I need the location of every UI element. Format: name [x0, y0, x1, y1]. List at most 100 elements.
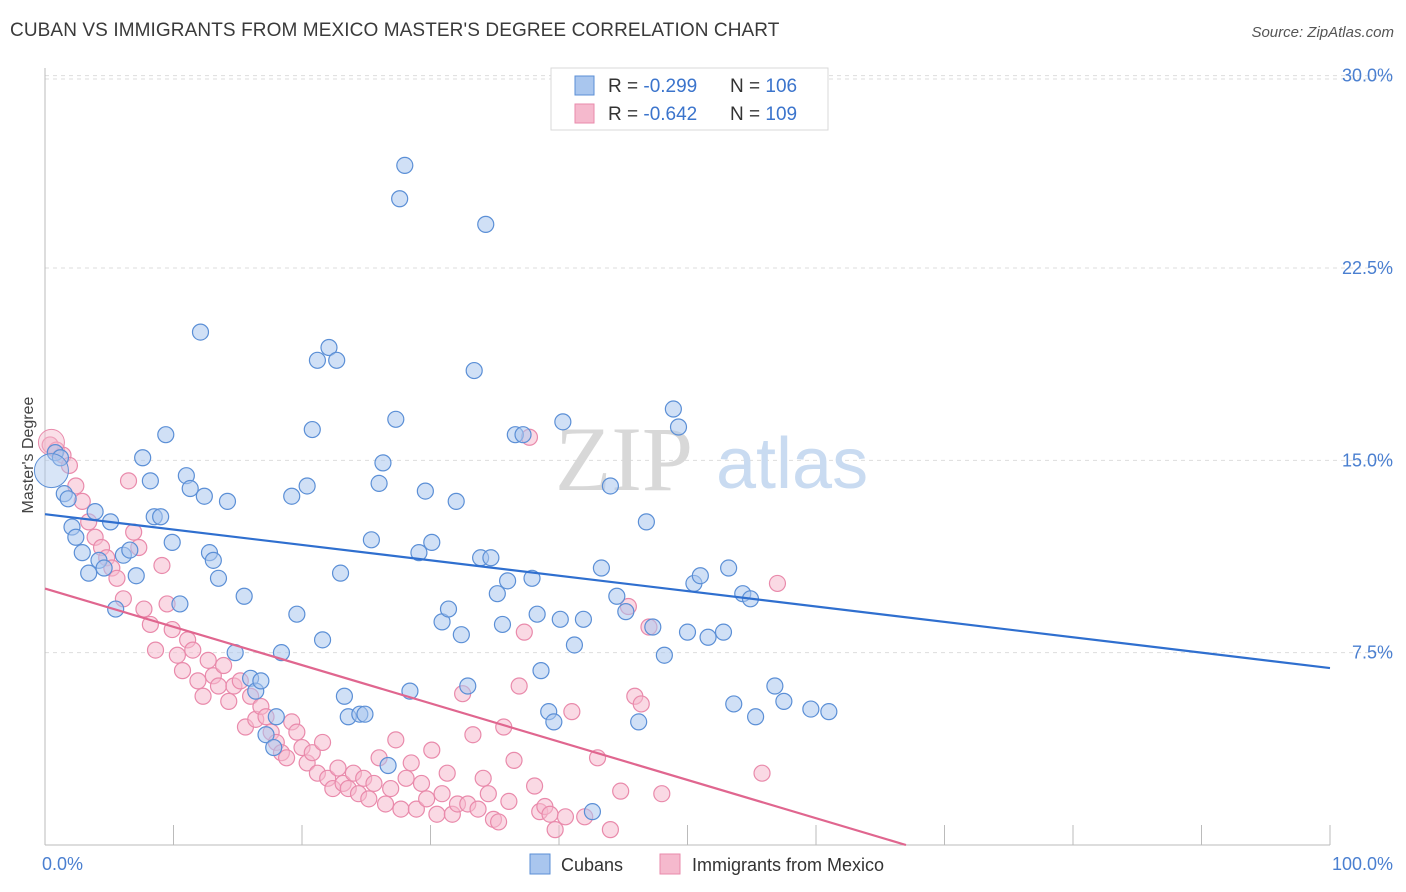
cubans-point-49: [335, 687, 354, 705]
legend-n-value-mexico: 109: [765, 104, 797, 125]
bottom-legend-label-cubans: Cubans: [561, 855, 623, 875]
mexico-point-72: [428, 805, 446, 823]
cubans-point-83: [551, 610, 569, 628]
cubans-point-93: [637, 513, 655, 531]
grid-lines: [45, 75, 1392, 654]
mexico-point-71: [423, 741, 441, 759]
cubans-point-45: [313, 631, 332, 649]
legend-swatch-cubans: [574, 75, 595, 96]
cubans-point-42: [298, 477, 316, 495]
mexico-point-27: [194, 687, 212, 705]
legend-r-label-cubans: R =: [608, 76, 643, 97]
cubans-point-65: [439, 600, 458, 618]
cubans-point-67: [452, 626, 470, 644]
cubans-point-84: [554, 413, 572, 431]
cubans-point-85: [565, 636, 584, 654]
mexico-point-13: [119, 472, 138, 490]
cubans-point-110: [802, 700, 820, 718]
cubans-point-20: [157, 426, 175, 444]
mexico-point-96: [556, 808, 575, 826]
cubans-point-103: [720, 559, 738, 577]
cubans-cluster-point: [33, 453, 69, 489]
mexico-point-31: [215, 656, 233, 675]
mexico-point-53: [329, 759, 347, 777]
cubans-point-101: [699, 628, 717, 646]
cubans-point-96: [664, 400, 682, 418]
mexico-point-23: [173, 662, 192, 680]
cubans-point-109: [775, 692, 793, 710]
legend-r-value-mexico: -0.642: [643, 104, 697, 125]
mexico-point-94: [541, 805, 559, 823]
mexico-point-64: [387, 731, 405, 749]
mexico-point-65: [392, 800, 410, 818]
cubans-point-41: [288, 605, 306, 623]
mexico-point-97: [563, 703, 581, 721]
cubans-point-22: [171, 595, 189, 613]
cubans-point-44: [308, 351, 327, 369]
mexico-point-43: [277, 749, 296, 767]
y-tick-label-0: 7.5%: [1352, 643, 1393, 663]
cubans-point-14: [121, 541, 139, 559]
cubans-point-74: [493, 615, 512, 634]
mexico-point-60: [365, 774, 383, 793]
mexico-point-26: [189, 672, 207, 690]
cubans-point-19: [152, 508, 170, 526]
y-axis-label: Master's Degree: [20, 396, 37, 513]
cubans-point-5: [67, 528, 85, 546]
cubans-point-54: [370, 474, 388, 493]
cubans-point-30: [218, 492, 237, 510]
cubans-point-90: [608, 587, 626, 605]
cubans-point-80: [532, 662, 550, 680]
axes: [44, 68, 1331, 846]
mexico-point-88: [510, 677, 528, 695]
cubans-point-91: [617, 603, 635, 621]
cubans-point-57: [387, 410, 405, 428]
cubans-point-52: [356, 705, 374, 723]
cubans-point-26: [195, 487, 213, 505]
cubans-point-10: [95, 559, 113, 577]
mexico-point-80: [469, 800, 487, 818]
mexico-trend-line: [44, 587, 907, 847]
legend-r-value-cubans: -0.299: [643, 76, 697, 97]
bottom-legend-swatch-cubans: [529, 853, 551, 875]
x-tick-labels: 0.0% 100.0%: [42, 854, 1393, 874]
mexico-point-25: [184, 641, 202, 659]
cubans-point-92: [630, 713, 648, 731]
chart-title: CUBAN VS IMMIGRANTS FROM MEXICO MASTER'S…: [10, 20, 780, 41]
mexico-point-101: [612, 782, 630, 800]
mexico-point-70: [418, 790, 436, 808]
watermark-atlas: atlas: [716, 424, 868, 504]
cubans-point-7: [80, 564, 98, 582]
bottom-legend-label-mexico: Immigrants from Mexico: [692, 855, 884, 875]
mexico-point-67: [402, 754, 420, 772]
cubans-point-97: [669, 418, 688, 436]
mexico-point-50: [313, 733, 332, 752]
bottom-legend-swatch-mexico: [659, 853, 681, 875]
mexico-point-100: [601, 821, 620, 839]
mexico-point-45: [288, 723, 306, 741]
cubans-point-102: [714, 623, 733, 641]
cubans-point-61: [410, 544, 428, 562]
cubans-point-38: [267, 708, 285, 726]
cubans-point-35: [252, 672, 270, 690]
zipatlas-watermark: ZIP atlas: [555, 408, 868, 510]
legend-n-label-cubans: N =: [730, 76, 765, 97]
mexico-point-18: [146, 641, 165, 659]
mexico-point-32: [220, 692, 238, 710]
cubans-point-1: [51, 449, 70, 467]
mexico-point-95: [546, 821, 564, 839]
cubans-point-71: [477, 215, 495, 233]
cubans-point-28: [204, 551, 222, 569]
y-tick-label-3: 30.0%: [1342, 66, 1393, 86]
cubans-point-72: [482, 549, 500, 567]
mexico-point-73: [433, 785, 451, 803]
mexico-point-91: [525, 777, 544, 795]
source-label: Source: ZipAtlas.com: [1251, 24, 1394, 41]
cubans-point-69: [465, 361, 483, 380]
cubans-point-17: [141, 472, 159, 490]
cubans-point-8: [86, 503, 104, 521]
cubans-point-29: [209, 569, 228, 587]
series-legend: Cubans Immigrants from Mexico: [529, 853, 884, 875]
cubans-point-32: [235, 587, 253, 605]
